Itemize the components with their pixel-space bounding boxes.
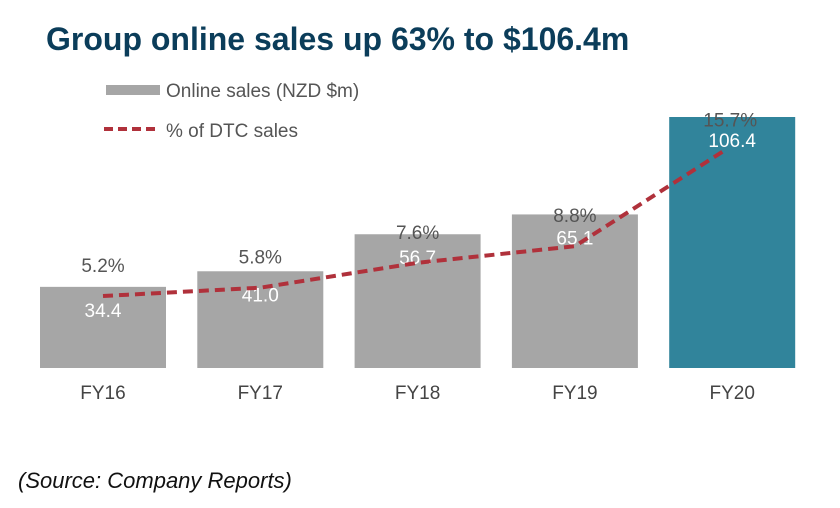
x-tick-label: FY18 — [395, 383, 440, 404]
bar-value-label: 106.4 — [708, 131, 756, 152]
x-tick-label: FY19 — [552, 383, 597, 404]
x-tick-label: FY17 — [238, 383, 283, 404]
percent-label: 7.6% — [396, 223, 439, 244]
source-note: (Source: Company Reports) — [18, 468, 292, 493]
bar-value-label: 56.7 — [399, 248, 436, 269]
bar-fy16 — [40, 286, 166, 368]
percent-label: 5.2% — [81, 256, 124, 277]
x-tick-label: FY20 — [709, 383, 754, 404]
bar-value-label: 34.4 — [85, 301, 122, 322]
legend-bar-swatch — [106, 85, 160, 95]
legend-bar-label: Online sales (NZD $m) — [166, 81, 359, 102]
bar-fy20 — [669, 117, 796, 368]
bar-fy19 — [511, 214, 638, 368]
percent-label: 8.8% — [553, 206, 596, 227]
percent-label: 15.7% — [703, 111, 757, 132]
chart-title: Group online sales up 63% to $106.4m — [46, 21, 629, 57]
bar-value-label: 65.1 — [556, 228, 593, 249]
legend-line-label: % of DTC sales — [166, 121, 298, 142]
bar-value-label: 41.0 — [242, 285, 279, 306]
x-tick-label: FY16 — [80, 383, 125, 404]
percent-label: 5.8% — [239, 248, 282, 269]
bar-fy17 — [197, 271, 324, 368]
dtc-percent-line — [102, 148, 726, 299]
